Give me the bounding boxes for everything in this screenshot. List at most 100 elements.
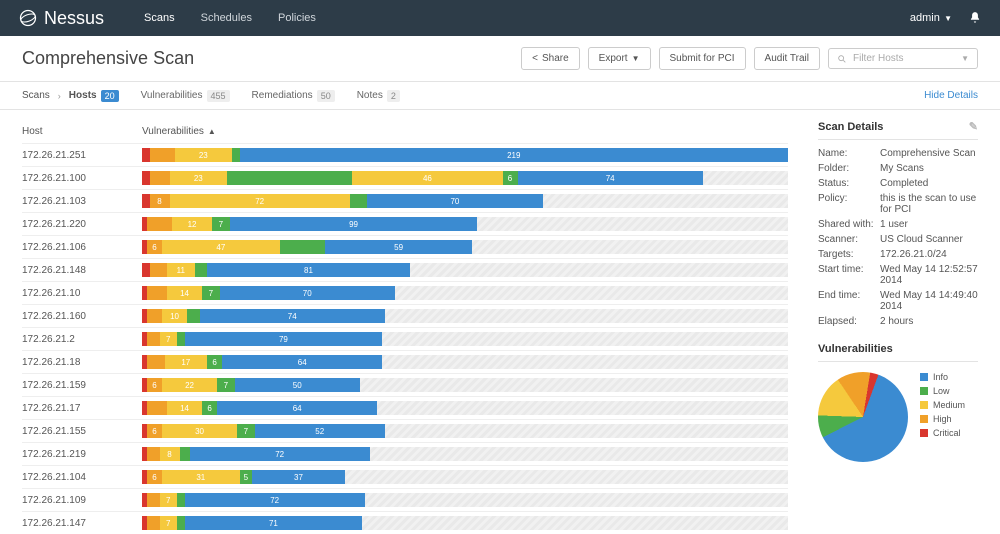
vuln-bar: 7 71 [142, 516, 788, 530]
tab-notes[interactable]: Notes2 [357, 90, 400, 102]
bar-seg-high [147, 355, 165, 369]
vuln-bar: 12799 [142, 217, 788, 231]
table-row[interactable]: 172.26.21.155630752 [22, 419, 788, 442]
vuln-bar: 64759 [142, 240, 788, 254]
vuln-bar: 622750 [142, 378, 788, 392]
host-ip: 172.26.21.2 [22, 334, 142, 345]
search-icon [837, 54, 847, 64]
bar-seg-high [150, 263, 168, 277]
table-row[interactable]: 172.26.21.10664759 [22, 235, 788, 258]
table-row[interactable]: 172.26.21.10387270 [22, 189, 788, 212]
bar-seg-info: 79 [185, 332, 383, 346]
table-row[interactable]: 172.26.21.1014770 [22, 281, 788, 304]
legend-label: Low [933, 386, 950, 396]
bar-seg-high [147, 493, 160, 507]
nav-policies[interactable]: Policies [278, 12, 316, 24]
nav-schedules[interactable]: Schedules [201, 12, 252, 24]
bar-seg-low [232, 148, 240, 162]
bar-seg-info: 74 [200, 309, 385, 323]
host-ip: 172.26.21.106 [22, 242, 142, 253]
host-ip: 172.26.21.220 [22, 219, 142, 230]
share-icon: < [532, 53, 538, 64]
table-row[interactable]: 172.26.21.159622750 [22, 373, 788, 396]
detail-row: Status:Completed [818, 178, 978, 189]
bar-seg-info: 71 [185, 516, 363, 530]
detail-row: Targets:172.26.21.0/24 [818, 249, 978, 260]
table-row[interactable]: 172.26.21.104631537 [22, 465, 788, 488]
table-row[interactable]: 172.26.21.2779 [22, 327, 788, 350]
table-row[interactable]: 172.26.21.25123219 [22, 143, 788, 166]
hide-details-link[interactable]: Hide Details [924, 90, 978, 101]
main-panel: Host Vulnerabilities▲ 172.26.21.25123219… [0, 110, 810, 534]
submit-pci-button[interactable]: Submit for PCI [659, 47, 746, 70]
table-row[interactable]: 172.26.21.1817664 [22, 350, 788, 373]
legend-item: Low [920, 386, 965, 396]
bar-seg-low [280, 240, 325, 254]
vuln-bar: 87270 [142, 194, 788, 208]
host-ip: 172.26.21.18 [22, 357, 142, 368]
detail-value: Wed May 14 12:52:57 2014 [880, 264, 978, 286]
bell-icon[interactable] [968, 11, 982, 25]
filter-hosts-input[interactable]: Filter Hosts ▼ [828, 48, 978, 69]
list-header: Host Vulnerabilities▲ [22, 120, 788, 143]
pie-chart-wrap: InfoLowMediumHighCritical [818, 372, 978, 462]
edit-icon[interactable]: ✎ [969, 120, 978, 133]
table-row[interactable]: 172.26.21.109772 [22, 488, 788, 511]
vuln-bar: 779 [142, 332, 788, 346]
table-row[interactable]: 172.26.21.219872 [22, 442, 788, 465]
vuln-bar: 17664 [142, 355, 788, 369]
bar-seg-low [350, 194, 368, 208]
audit-trail-button[interactable]: Audit Trail [754, 47, 820, 70]
nav-scans[interactable]: Scans [144, 12, 175, 24]
share-button[interactable]: <Share [521, 47, 580, 70]
detail-value: My Scans [880, 163, 978, 174]
bar-seg-critical [142, 263, 150, 277]
table-row[interactable]: 172.26.21.22012799 [22, 212, 788, 235]
legend-item: Medium [920, 400, 965, 410]
bar-seg-medium: 22 [162, 378, 217, 392]
bar-seg-low: 5 [240, 470, 253, 484]
user-menu[interactable]: admin ▼ [910, 12, 952, 24]
export-button[interactable]: Export▼ [588, 47, 651, 70]
table-row[interactable]: 172.26.21.1601074 [22, 304, 788, 327]
detail-key: End time: [818, 290, 880, 312]
bar-seg-medium: 12 [172, 217, 212, 231]
table-row[interactable]: 172.26.21.1481181 [22, 258, 788, 281]
crumb-scans[interactable]: Scans [22, 90, 50, 101]
bar-seg-low [180, 447, 190, 461]
legend-item: Info [920, 372, 965, 382]
bar-seg-medium: 11 [167, 263, 195, 277]
detail-value: 1 user [880, 219, 978, 230]
host-ip: 172.26.21.147 [22, 518, 142, 529]
sort-asc-icon: ▲ [208, 127, 216, 136]
table-row[interactable]: 172.26.21.1714664 [22, 396, 788, 419]
detail-key: Elapsed: [818, 316, 880, 327]
col-host[interactable]: Host [22, 126, 142, 137]
host-ip: 172.26.21.148 [22, 265, 142, 276]
brand-name: Nessus [44, 8, 104, 29]
vuln-bar: 1181 [142, 263, 788, 277]
tab-remediations[interactable]: Remediations50 [252, 90, 335, 102]
vuln-bar: 630752 [142, 424, 788, 438]
scan-details-header: Scan Details ✎ [818, 120, 978, 140]
nessus-logo-icon [18, 8, 38, 28]
bar-seg-high [147, 217, 172, 231]
crumb-hosts[interactable]: Hosts [69, 90, 97, 101]
vuln-bar: 2346674 [142, 171, 788, 185]
detail-key: Start time: [818, 264, 880, 286]
bar-seg-low: 6 [207, 355, 222, 369]
bar-seg-medium: 7 [160, 516, 178, 530]
bar-seg-low [227, 171, 352, 185]
col-vulnerabilities[interactable]: Vulnerabilities▲ [142, 126, 788, 137]
tab-vulnerabilities[interactable]: Vulnerabilities455 [141, 90, 230, 102]
detail-key: Scanner: [818, 234, 880, 245]
detail-key: Shared with: [818, 219, 880, 230]
table-row[interactable]: 172.26.21.1002346674 [22, 166, 788, 189]
host-ip: 172.26.21.219 [22, 449, 142, 460]
detail-value: US Cloud Scanner [880, 234, 978, 245]
bar-seg-high [147, 447, 160, 461]
logo[interactable]: Nessus [18, 8, 104, 29]
vuln-bar: 872 [142, 447, 788, 461]
vuln-bar: 772 [142, 493, 788, 507]
detail-row: Elapsed:2 hours [818, 316, 978, 327]
